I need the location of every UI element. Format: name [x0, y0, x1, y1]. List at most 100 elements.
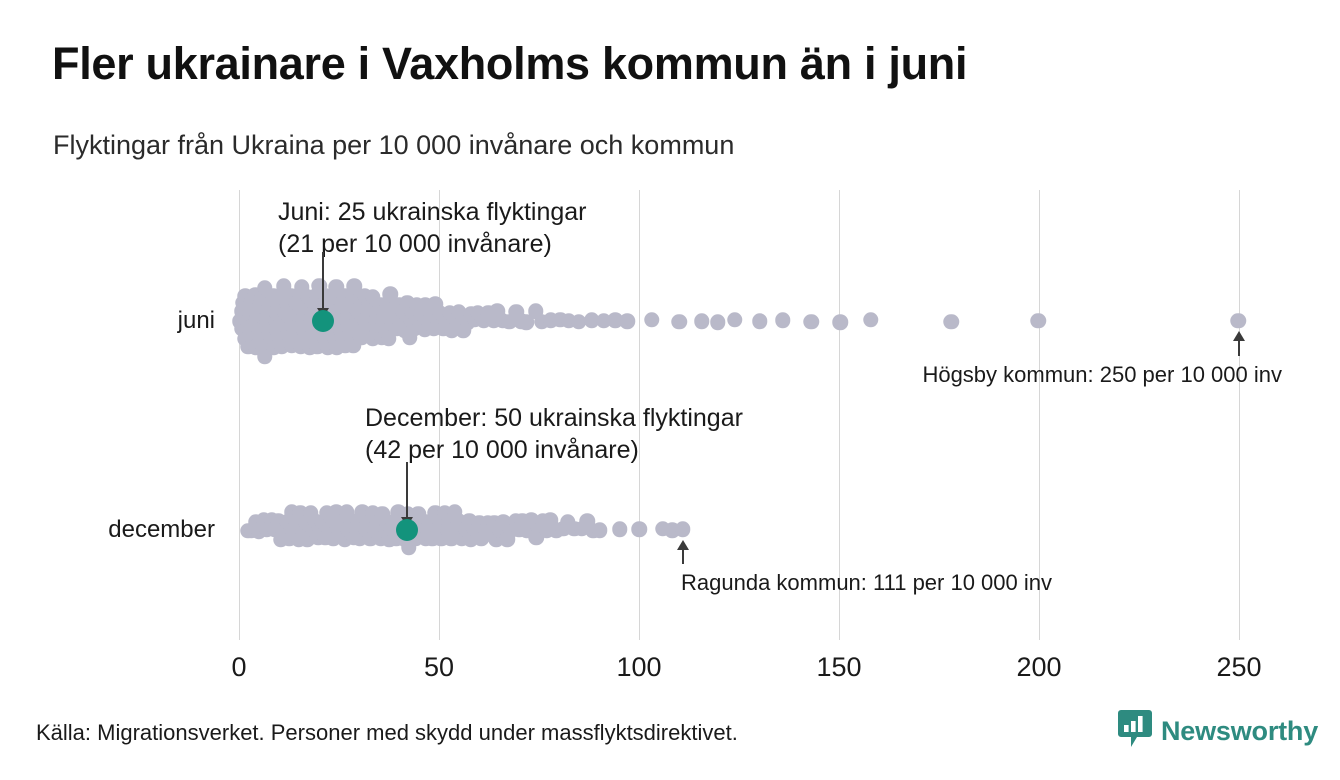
swarm-dot [321, 522, 337, 538]
swarm-dot [334, 295, 351, 311]
x-tick-250: 250 [1216, 652, 1262, 682]
outlier-label-hogsby: Högsby kommun: 250 per 10 000 inv [922, 362, 1282, 387]
swarm-dot [285, 523, 301, 540]
swarm-dot [266, 521, 283, 538]
swarm-dot [350, 512, 366, 529]
swarm-dot [406, 320, 423, 337]
swarm-dot [378, 323, 394, 339]
swarm-dot [337, 337, 353, 353]
swarm-dot [286, 321, 303, 337]
swarm-dot [287, 294, 304, 311]
swarm-dot [331, 523, 347, 539]
swarm-dot [331, 313, 347, 329]
swarm-dot [299, 289, 316, 305]
swarm-dot [296, 305, 313, 321]
swarm-dot [317, 288, 334, 305]
swarm-dot [408, 530, 424, 547]
swarm-dot [336, 288, 352, 304]
swarm-dot [566, 521, 582, 537]
swarm-dot [592, 522, 608, 539]
gridline-50 [439, 190, 440, 640]
swarm-dot [265, 288, 281, 304]
swarm-dot [486, 514, 502, 531]
swarm-dot [413, 522, 429, 538]
swarm-dot [420, 314, 437, 331]
swarm-dot [552, 312, 568, 328]
swarm-dot [255, 338, 271, 354]
swarm-dot [388, 320, 404, 337]
swarm-dot [240, 338, 257, 355]
swarm-dot [664, 522, 680, 539]
swarm-dot [326, 331, 343, 347]
swarm-dot [495, 514, 512, 531]
swarm-dot [644, 311, 660, 328]
swarm-dot [451, 304, 467, 320]
swarm-dot [379, 515, 395, 531]
bar-chart-speech-bubble-icon [1118, 710, 1152, 753]
swarm-dot [461, 513, 477, 529]
swarm-dot [397, 531, 414, 548]
swarm-dot [377, 521, 394, 538]
swarm-dot [279, 321, 296, 337]
swarm-dot [450, 512, 466, 529]
swarm-dot [342, 296, 359, 313]
swarm-dot [863, 312, 879, 328]
swarm-dot [242, 306, 258, 322]
swarm-dot [310, 529, 326, 546]
x-tick-150: 150 [816, 652, 862, 682]
swarm-dot [404, 304, 420, 320]
swarm-dot [260, 323, 277, 339]
swarm-dot [369, 512, 385, 529]
swarm-dot [427, 296, 444, 312]
swarm-dot [285, 304, 302, 320]
swarm-dot [449, 521, 466, 538]
swarm-dot [395, 304, 411, 320]
swarm-dot [454, 531, 470, 547]
swarm-dot [243, 523, 260, 539]
swarm-dot [326, 288, 342, 305]
swarm-dot [727, 311, 743, 328]
swarm-dot [311, 277, 327, 294]
swarm-dot [596, 312, 612, 329]
swarm-dot [332, 304, 349, 321]
swarm-dot [278, 513, 295, 530]
swarm-dot [352, 530, 368, 546]
swarm-dot [270, 512, 287, 529]
swarm-dot [501, 313, 518, 330]
swarm-dot [359, 513, 375, 529]
newsworthy-logo: Newsworthy [1118, 710, 1318, 753]
swarm-dot [242, 323, 258, 339]
swarm-dot [328, 278, 345, 295]
annotation-december: December: 50 ukrainska flyktingar (42 pe… [365, 404, 743, 464]
swarm-dot [251, 321, 268, 338]
swarm-dot [528, 529, 544, 545]
swarm-dot [579, 513, 596, 530]
swarm-dot [364, 288, 381, 305]
swarm-dot [392, 314, 409, 330]
swarm-dot [441, 304, 458, 321]
swarm-dot [402, 329, 418, 346]
swarm-dot [369, 321, 386, 337]
swarm-dot [542, 512, 559, 529]
annotation-arrow-december [401, 517, 413, 527]
page-subtitle: Flyktingar från Ukraina per 10 000 invån… [53, 130, 735, 160]
swarm-dot [477, 522, 494, 538]
swarm-dot [349, 303, 366, 320]
outlier-arrow-hogsby [1233, 331, 1245, 341]
swarm-dot [342, 322, 359, 338]
swarm-dot [470, 304, 486, 321]
swarm-dot [538, 522, 555, 539]
swarm-dot [412, 306, 429, 322]
swarm-dot [290, 329, 307, 345]
swarm-dot [343, 513, 360, 529]
swarm-dot [336, 531, 353, 547]
swarm-dot [571, 313, 587, 330]
swarm-dot [294, 279, 310, 296]
swarm-dot [338, 504, 355, 521]
swarm-dot [340, 303, 357, 320]
swarm-dot [775, 312, 791, 328]
category-label-juni: juni [177, 307, 215, 334]
swarm-dot [239, 314, 256, 330]
